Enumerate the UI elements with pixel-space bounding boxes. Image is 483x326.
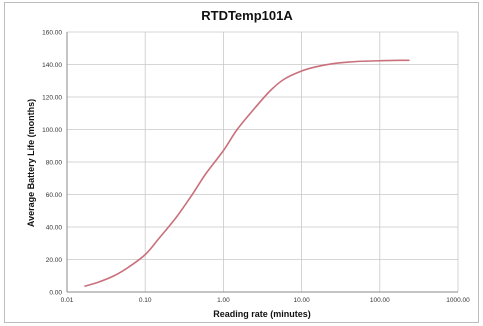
y-tick-label: 160.00	[42, 29, 62, 36]
grid	[66, 31, 459, 293]
chart-frame	[4, 2, 479, 323]
chart-title: RTDTemp101A	[201, 8, 293, 23]
y-tick-label: 100.00	[42, 127, 62, 134]
y-tick-label: 20.00	[46, 257, 63, 264]
y-tick-label: 120.00	[42, 94, 62, 101]
y-tick-label: 80.00	[46, 159, 63, 166]
series-layer	[84, 59, 410, 288]
x-axis-title: Reading rate (minutes)	[213, 309, 311, 319]
y-tick-label: 0.00	[49, 289, 62, 296]
x-tick-label: 0.10	[139, 297, 152, 304]
x-tick-label: 10.00	[293, 297, 310, 304]
x-tick-label: 0.01	[61, 297, 74, 304]
tick-labels: 0.00 20.00 40.00 60.00 80.00 100.00 120.00 140.…	[42, 29, 470, 304]
y-axis-title: Average Battery Life (months)	[26, 99, 36, 227]
y-tick-label: 60.00	[46, 192, 63, 199]
y-tick-label: 40.00	[46, 224, 63, 231]
x-tick-label: 100.00	[370, 297, 390, 304]
x-tick-label: 1000.00	[446, 297, 470, 304]
y-tick-label: 140.00	[42, 62, 62, 69]
x-tick-label: 1.00	[217, 297, 230, 304]
series-line	[84, 59, 410, 288]
